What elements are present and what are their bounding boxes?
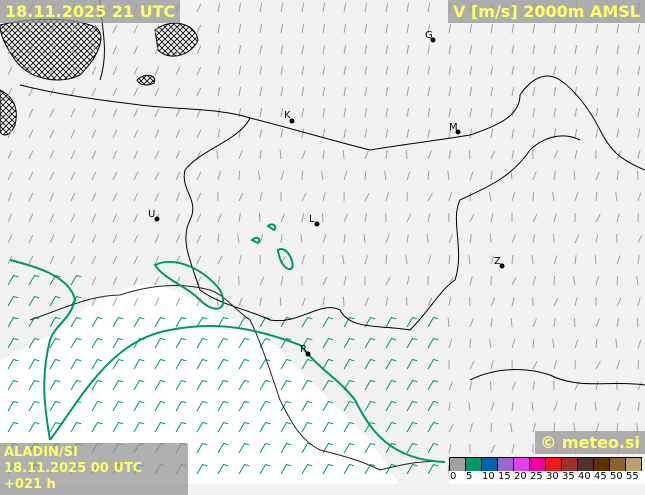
legend-swatch xyxy=(594,458,610,471)
wind-barb xyxy=(406,150,407,159)
wind-barb xyxy=(574,318,575,327)
legend-swatch xyxy=(514,458,530,471)
wind-barb xyxy=(637,171,638,180)
city-label-zagreb: Z xyxy=(494,256,501,267)
wind-barb xyxy=(554,234,555,243)
legend-swatch xyxy=(626,458,641,471)
wind-barb xyxy=(302,171,303,180)
legend-tick-label: 30 xyxy=(546,471,559,482)
wind-barb xyxy=(259,213,260,222)
wind-barb xyxy=(638,360,639,369)
legend-swatch xyxy=(450,458,466,471)
legend-tick-label: 0 xyxy=(450,471,456,482)
city-label-rijeka: R xyxy=(300,344,307,355)
legend-swatch xyxy=(546,458,562,471)
city-label-maribor: M xyxy=(449,122,458,133)
legend-tick-label: 15 xyxy=(498,471,511,482)
legend-tick-label: 10 xyxy=(482,471,495,482)
legend-swatch xyxy=(562,458,578,471)
wind-barb xyxy=(533,192,534,201)
legend-swatch xyxy=(578,458,594,471)
wind-barb xyxy=(617,276,618,285)
valid-time-label: 18.11.2025 21 UTC xyxy=(0,0,180,23)
model-info: ALADIN/SI 18.11.2025 00 UTC +021 h xyxy=(0,443,188,495)
city-label-graz: G xyxy=(425,30,433,41)
legend-tick-label: 5 xyxy=(466,471,472,482)
wind-barb xyxy=(323,255,324,264)
legend-tick-label: 55 xyxy=(626,471,639,482)
legend-swatch xyxy=(610,458,626,471)
wind-barb xyxy=(638,318,639,327)
city-label-udine: U xyxy=(148,209,155,220)
legend-swatch xyxy=(498,458,514,471)
wind-barb xyxy=(323,213,324,222)
wind-barb xyxy=(470,192,471,201)
wind-barb xyxy=(386,255,387,264)
wind-barb xyxy=(491,423,492,432)
city-label-ljubljana: L xyxy=(309,214,315,225)
wind-barb xyxy=(490,234,491,243)
legend-tick-label: 40 xyxy=(578,471,591,482)
wind-barb xyxy=(470,339,471,348)
wind-barb xyxy=(343,297,344,306)
legend-tick-label: 50 xyxy=(610,471,623,482)
model-name: ALADIN/SI xyxy=(4,445,184,461)
wind-map: G K M U L Z R xyxy=(0,0,645,484)
wind-barb xyxy=(239,171,240,180)
parameter-label: V [m/s] 2000m AMSL xyxy=(448,0,645,23)
wind-barb xyxy=(470,150,471,159)
legend-swatch xyxy=(466,458,482,471)
wind-barb xyxy=(491,381,492,390)
city-label-klagenfurt: K xyxy=(284,110,291,121)
legend-swatch xyxy=(482,458,498,471)
wind-barb xyxy=(407,297,408,306)
credit-label: © meteo.si xyxy=(535,431,645,454)
legend-swatch xyxy=(530,458,546,471)
legend-tick-label: 45 xyxy=(594,471,607,482)
color-legend xyxy=(449,457,642,472)
legend-tick-label: 25 xyxy=(530,471,543,482)
wind-barb xyxy=(554,276,555,285)
legend-tick-label: 35 xyxy=(562,471,575,482)
legend-tick-label: 20 xyxy=(514,471,527,482)
model-run: 18.11.2025 00 UTC +021 h xyxy=(4,461,184,493)
